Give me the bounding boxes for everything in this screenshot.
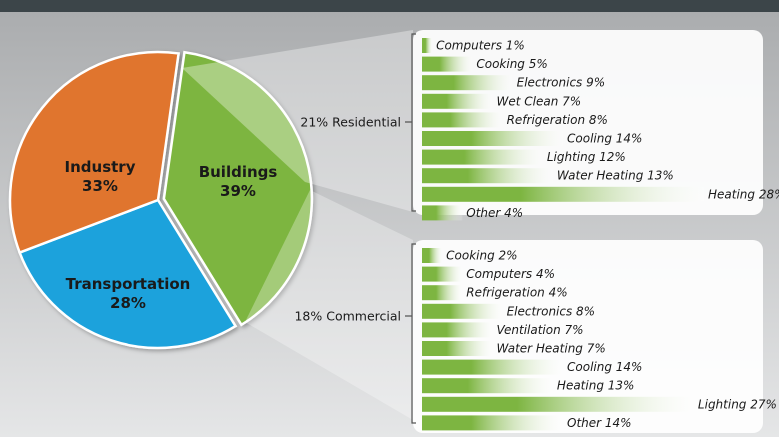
commercial-bar-label: Water Heating 7% xyxy=(497,342,606,356)
commercial-bar-label: Cooking 2% xyxy=(446,249,517,263)
residential-bracket xyxy=(405,33,416,212)
residential-bar-label: Refrigeration 8% xyxy=(507,113,608,127)
residential-panel: 21% Residential Computers 1% Cooking 5% Ele… xyxy=(300,30,779,221)
commercial-bar-label: Other 14% xyxy=(567,416,632,430)
commercial-bar xyxy=(422,396,694,412)
commercial-panel: 18% Commercial Cooking 2% Computers 4% Refr… xyxy=(294,240,777,433)
residential-bar-label: Cooling 14% xyxy=(567,132,642,146)
commercial-bar xyxy=(422,415,563,431)
pie-label-buildings: Buildings xyxy=(199,163,278,181)
residential-bar xyxy=(422,93,493,109)
commercial-bar-label: Ventilation 7% xyxy=(497,323,584,337)
commercial-bar-label: Computers 4% xyxy=(466,267,555,281)
residential-bar-label: Heating 28% xyxy=(708,187,779,201)
commercial-bar xyxy=(422,341,493,356)
commercial-group-label: 18% Commercial xyxy=(294,309,401,324)
pie-value-industry: 33% xyxy=(82,177,118,195)
residential-bar-label: Electronics 9% xyxy=(517,76,606,90)
residential-bar xyxy=(422,75,513,91)
commercial-bar-label: Lighting 27% xyxy=(698,397,777,411)
top-band xyxy=(0,0,779,12)
residential-bar xyxy=(422,112,503,128)
residential-group-label: 21% Residential xyxy=(300,115,401,130)
residential-bar-label: Other 4% xyxy=(466,206,523,220)
commercial-bar-label: Electronics 8% xyxy=(507,304,596,318)
residential-callout-fan xyxy=(182,30,413,212)
pie-slice-transportation xyxy=(18,198,238,350)
pie-label-industry: Industry xyxy=(65,158,136,176)
pie-label-transportation: Transportation xyxy=(66,275,191,293)
pie-value-buildings: 39% xyxy=(220,182,256,200)
residential-bar-label: Lighting 12% xyxy=(547,150,626,164)
commercial-bar-label: Refrigeration 4% xyxy=(466,286,567,300)
commercial-bar xyxy=(422,359,563,375)
breakdown-panels: 21% Residential Computers 1% Cooking 5% Ele… xyxy=(182,30,779,433)
residential-bar-label: Cooking 5% xyxy=(476,57,547,71)
residential-bar-label: Wet Clean 7% xyxy=(497,94,582,108)
residential-bar xyxy=(422,131,563,146)
commercial-bar xyxy=(422,322,493,338)
residential-bar-label: Water Heating 13% xyxy=(557,169,674,183)
residential-bar xyxy=(422,168,553,184)
commercial-bar xyxy=(422,285,463,301)
residential-bar xyxy=(422,205,463,221)
commercial-bar-label: Heating 13% xyxy=(557,379,635,393)
residential-bar xyxy=(422,38,433,53)
pie-value-transportation: 28% xyxy=(110,294,146,312)
commercial-bar xyxy=(422,378,553,394)
commercial-bar xyxy=(422,303,503,319)
commercial-callout-fan xyxy=(245,190,413,420)
residential-bar xyxy=(422,56,473,72)
residential-bar-label: Computers 1% xyxy=(436,39,525,53)
commercial-bar xyxy=(422,248,443,263)
pie-slice-buildings xyxy=(162,50,314,327)
commercial-bar-label: Cooling 14% xyxy=(567,360,642,374)
residential-bar xyxy=(422,149,543,165)
residential-bar xyxy=(422,186,704,202)
pie-slice-industry xyxy=(8,50,181,255)
commercial-bracket xyxy=(405,243,416,424)
commercial-bar xyxy=(422,266,463,282)
